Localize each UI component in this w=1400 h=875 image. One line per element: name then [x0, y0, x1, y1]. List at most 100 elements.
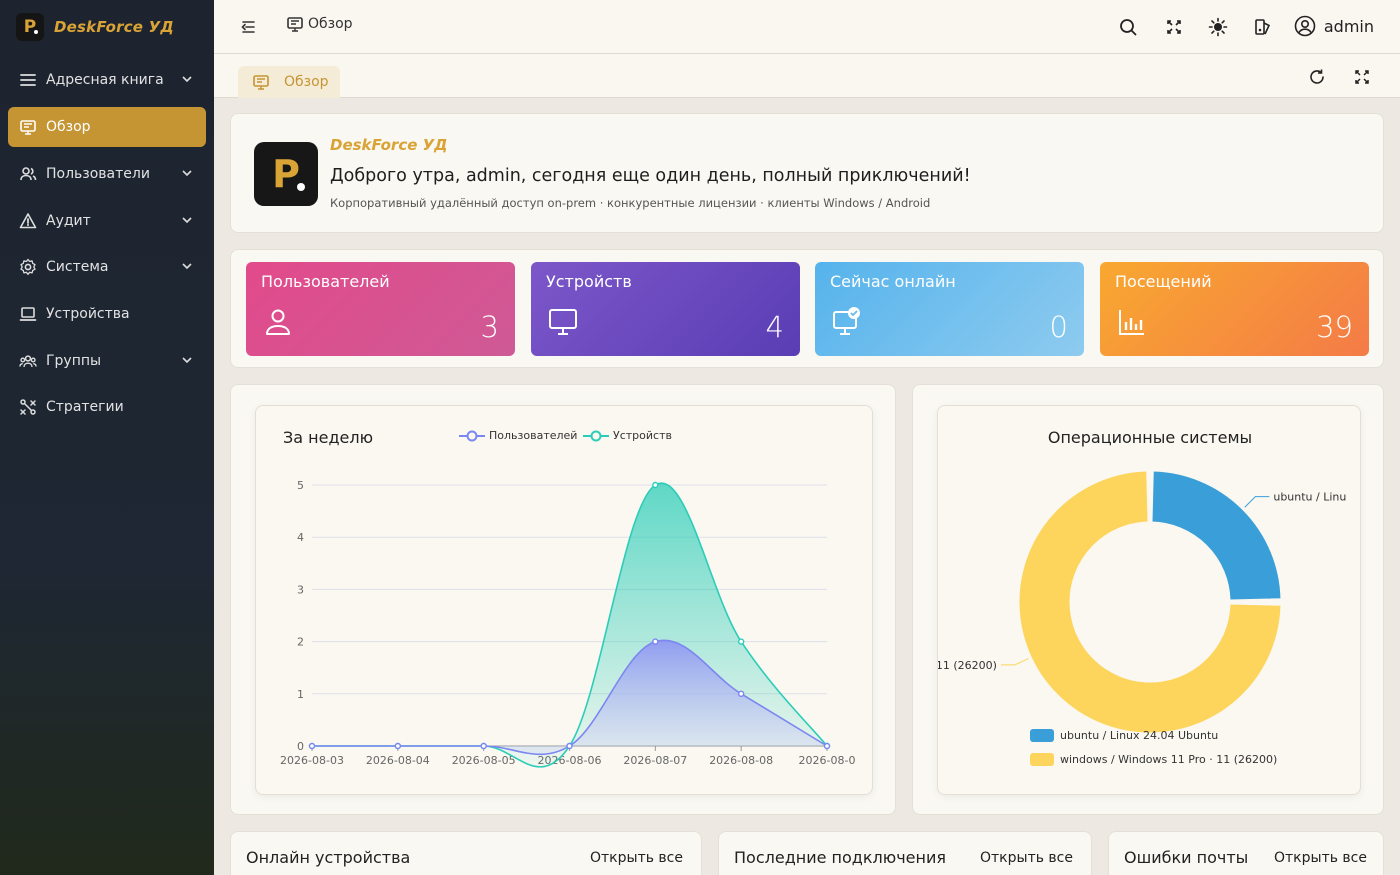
x-tick-label: 2026-08-03: [280, 754, 344, 767]
mail-errors-panel: Ошибки почты Открыть все: [1108, 831, 1384, 875]
y-tick-label: 3: [297, 583, 304, 596]
monitor-icon: [18, 117, 38, 137]
sidebar-item-users[interactable]: Пользователи: [8, 154, 206, 194]
x-tick-label: 2026-08-08: [709, 754, 773, 767]
donut-slice-ubuntu: [1151, 470, 1282, 601]
stats-panel: Пользователей 3 Устройств 4 Сейчас онлай…: [230, 249, 1384, 368]
donut-slice-windows: [1018, 470, 1282, 734]
slice-label-windows: · 11 (26200): [938, 659, 997, 672]
stat-label: Посещений: [1115, 272, 1212, 291]
y-tick-label: 0: [297, 740, 304, 753]
online-open-all-link[interactable]: Открыть все: [590, 850, 683, 866]
user-name: admin: [1323, 16, 1374, 36]
maximize-icon[interactable]: [1353, 68, 1371, 86]
user-menu[interactable]: admin: [1294, 15, 1374, 37]
app-logo[interactable]: P DeskForce УД: [0, 0, 214, 54]
sidebar-item-system[interactable]: Система: [8, 247, 206, 287]
sidebar-item-label: Адресная книга: [46, 72, 164, 88]
x-tick-label: 2026-08-0: [799, 754, 856, 767]
slice-label-ubuntu: ubuntu / Linu: [1273, 491, 1346, 504]
legend-users[interactable]: Пользователей: [459, 429, 577, 442]
sidebar-item-overview[interactable]: Обзор: [8, 107, 206, 147]
legend-windows-swatch: [1030, 753, 1054, 766]
sidebar-item-label: Устройства: [46, 306, 130, 322]
sidebar-item-address-book[interactable]: Адресная книга: [8, 60, 206, 100]
sidebar-item-label: Система: [46, 259, 109, 275]
mail-open-all-link[interactable]: Открыть все: [1274, 850, 1367, 866]
theme-icon[interactable]: [1253, 17, 1273, 37]
stat-value: 39: [1316, 310, 1353, 344]
legend-windows-label: windows / Windows 11 Pro · 11 (26200): [1060, 753, 1278, 766]
sidebar-item-label: Группы: [46, 353, 102, 369]
welcome-panel: P DeskForce УД Доброго утра, admin, сего…: [230, 113, 1384, 233]
users-icon: [18, 164, 38, 184]
monitor-icon: [549, 309, 577, 335]
sidebar-item-audit[interactable]: Аудит: [8, 201, 206, 241]
mail-errors-title: Ошибки почты: [1124, 848, 1249, 867]
sidebar-item-strategies[interactable]: Стратегии: [8, 387, 206, 427]
sidebar-item-label: Стратегии: [46, 399, 124, 415]
fullscreen-icon[interactable]: [1164, 17, 1184, 37]
recent-connections-title: Последние подключения: [734, 848, 946, 867]
greeting-text: Доброго утра, admin, сегодня еще один де…: [330, 166, 971, 186]
stat-value: 4: [765, 310, 784, 344]
legend-ubuntu-swatch: [1030, 729, 1054, 742]
legend-devices[interactable]: Устройств: [583, 429, 672, 442]
legend-ubuntu[interactable]: ubuntu / Linux 24.04 Ubuntu: [1030, 729, 1218, 742]
tab-overview[interactable]: Обзор: [238, 66, 340, 98]
data-point-users: [823, 742, 831, 750]
chevron-down-icon: [182, 263, 192, 270]
legend-devices-marker: [583, 430, 609, 441]
x-tick-label: 2026-08-07: [623, 754, 687, 767]
breadcrumb-label: Обзор: [308, 16, 353, 32]
os-chart-title: Операционные системы: [1047, 428, 1253, 447]
app-name: DeskForce УД: [54, 18, 174, 36]
os-donut-chart: ubuntu / Linu · 11 (26200): [938, 470, 1346, 734]
sidebar-item-devices[interactable]: Устройства: [8, 294, 206, 334]
chevron-down-icon: [182, 357, 192, 364]
laptop-icon: [18, 304, 38, 324]
data-point-users: [566, 742, 573, 750]
online-devices-panel: Онлайн устройства Открыть все: [230, 831, 702, 875]
y-tick-label: 1: [297, 688, 304, 701]
stat-value: 0: [1049, 310, 1068, 344]
chevron-down-icon: [182, 76, 192, 83]
stat-card-visits[interactable]: Посещений 39: [1100, 262, 1369, 356]
chevron-down-icon: [182, 217, 192, 224]
data-point-devices: [652, 481, 659, 489]
sun-icon[interactable]: [1208, 17, 1228, 37]
weekly-chart-title: За неделю: [283, 428, 374, 447]
stat-card-users[interactable]: Пользователей 3: [246, 262, 515, 356]
y-tick-label: 5: [297, 479, 304, 492]
search-icon[interactable]: [1118, 17, 1138, 37]
logo-mark: P: [16, 13, 44, 41]
stat-card-online[interactable]: Сейчас онлайн 0: [815, 262, 1084, 356]
breadcrumb: Обзор: [286, 15, 353, 33]
x-tick-label: 2026-08-04: [366, 754, 430, 767]
legend-devices-label: Устройств: [613, 429, 672, 442]
data-point-users: [652, 638, 659, 645]
legend-users-marker: [459, 430, 485, 441]
legend-ubuntu-label: ubuntu / Linux 24.04 Ubuntu: [1060, 729, 1219, 742]
bar-chart-icon: [1119, 310, 1144, 335]
data-point-users: [308, 742, 316, 750]
topbar: Обзор admin: [214, 0, 1400, 54]
online-devices-title: Онлайн устройства: [246, 848, 411, 867]
user-circle-icon: [1294, 15, 1316, 37]
collapse-menu-icon[interactable]: [238, 17, 258, 37]
weekly-chart: 0 1 2 3 4 5 2026-08-03 2026-08-04 2026-08-05 2026…: [280, 479, 856, 768]
os-chart-card: Операционные системы ubuntu / Linu · 11 (…: [937, 405, 1361, 795]
label-leader-ubuntu: [1244, 496, 1270, 508]
legend-users-label: Пользователей: [489, 429, 578, 442]
brand-name: DeskForce УД: [330, 136, 448, 154]
refresh-icon[interactable]: [1308, 68, 1326, 86]
monitor-check-icon: [833, 307, 860, 335]
label-leader-windows: [1000, 658, 1029, 666]
data-point-users: [394, 742, 402, 750]
stat-label: Сейчас онлайн: [830, 272, 956, 291]
legend-windows[interactable]: windows / Windows 11 Pro · 11 (26200): [1030, 753, 1277, 766]
warning-icon: [18, 211, 38, 231]
stat-card-devices[interactable]: Устройств 4: [531, 262, 800, 356]
recent-open-all-link[interactable]: Открыть все: [980, 850, 1073, 866]
sidebar-item-groups[interactable]: Группы: [8, 341, 206, 381]
